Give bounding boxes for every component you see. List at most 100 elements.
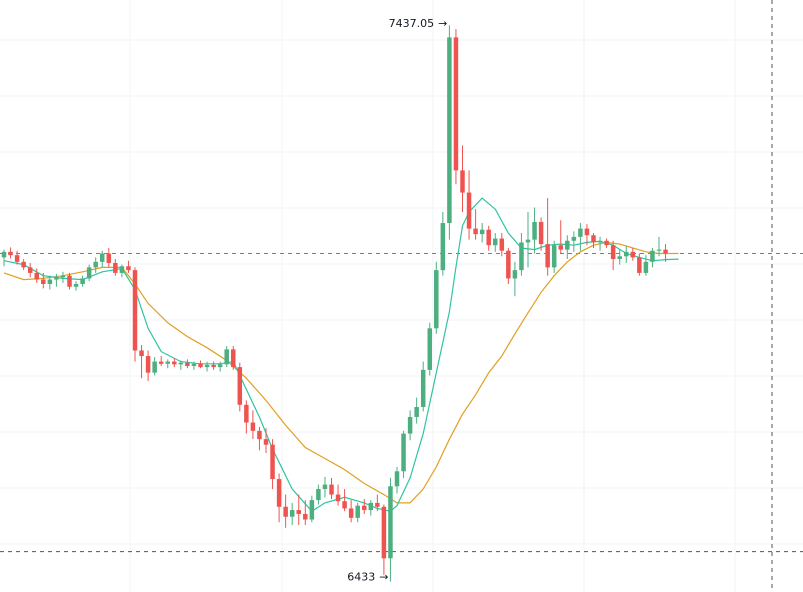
high-price-label: 7437.05 →	[389, 17, 448, 30]
candle	[486, 225, 491, 251]
candle-body	[532, 221, 537, 240]
candle-body	[558, 245, 563, 250]
candle-body	[100, 253, 105, 262]
candle-body	[571, 236, 577, 241]
candle	[479, 223, 485, 243]
candle-body	[525, 239, 531, 243]
candle-body	[47, 279, 53, 284]
candle-body	[519, 242, 524, 271]
candle	[145, 350, 151, 381]
candle	[172, 358, 177, 368]
candle-body	[440, 223, 446, 271]
candle-body	[119, 266, 125, 273]
candle	[355, 502, 360, 523]
candle	[257, 426, 262, 451]
candle-body	[231, 349, 236, 368]
candle	[322, 476, 328, 498]
candle-body	[473, 228, 478, 235]
candle-body	[73, 283, 79, 287]
candle	[244, 400, 249, 434]
candle	[447, 25, 452, 240]
candle-body	[139, 350, 144, 357]
candle-body	[211, 364, 216, 368]
candle	[224, 346, 229, 368]
candle-body	[198, 363, 203, 368]
candle	[139, 344, 144, 379]
candle-body	[54, 277, 59, 280]
candle-body	[329, 484, 334, 495]
candle-body	[8, 251, 13, 256]
candle-body	[499, 238, 505, 251]
candle	[303, 500, 308, 526]
candle-body	[113, 262, 118, 273]
candle-body	[237, 367, 243, 405]
candle-body	[630, 251, 636, 258]
candle	[73, 281, 79, 291]
candle	[54, 274, 59, 287]
candle	[420, 361, 426, 412]
candle	[191, 361, 197, 370]
candle-body	[434, 270, 439, 329]
ma-fast-layer	[3, 197, 679, 512]
candle-body	[178, 362, 184, 365]
candle-body	[368, 502, 374, 511]
candle-body	[27, 267, 33, 273]
candle-body	[34, 272, 39, 280]
candle-body	[591, 235, 596, 243]
candle-body	[250, 422, 256, 431]
low-price-label: 6433 →	[347, 571, 388, 584]
price-annotations: 7437.05 → 6433 →	[347, 17, 447, 583]
candle	[100, 250, 105, 268]
candle-body	[624, 251, 629, 257]
candle-body	[309, 500, 315, 520]
candle	[656, 236, 662, 257]
candle-body	[41, 279, 46, 284]
candle-body	[276, 479, 282, 507]
candle-body	[637, 257, 642, 273]
candle	[270, 439, 275, 490]
candle	[362, 498, 367, 514]
candle	[499, 233, 505, 257]
candle-body	[650, 250, 655, 262]
candle-body	[604, 240, 609, 246]
candle-body	[663, 249, 668, 254]
candle	[394, 466, 400, 494]
candle-body	[217, 364, 223, 368]
candle	[473, 209, 478, 240]
candle	[342, 489, 347, 512]
candle-body	[296, 510, 301, 514]
candle	[152, 357, 157, 376]
candle-body	[158, 361, 164, 364]
candle	[217, 361, 223, 372]
candle-body	[316, 489, 321, 501]
candle-body	[263, 439, 269, 445]
candle-body	[578, 228, 583, 237]
candle	[119, 264, 125, 278]
candle	[335, 484, 341, 506]
candle	[86, 264, 92, 282]
candle-body	[60, 275, 66, 278]
candle	[316, 484, 321, 505]
candle-body	[185, 362, 190, 367]
candle-body	[388, 486, 393, 559]
candle	[538, 217, 544, 251]
candle-body	[14, 255, 20, 262]
candle-body	[355, 505, 360, 518]
candle	[21, 259, 26, 271]
candle	[113, 259, 118, 276]
candle	[453, 29, 459, 185]
candle	[663, 244, 668, 262]
candle	[434, 261, 439, 334]
ma-fast-line	[3, 197, 679, 512]
candle-body	[584, 228, 590, 236]
candle-body	[257, 430, 262, 440]
candle	[571, 231, 577, 252]
candle-body	[617, 256, 622, 260]
candle	[375, 494, 380, 512]
candle	[597, 236, 603, 251]
candle	[525, 211, 531, 268]
candle	[41, 272, 46, 289]
candle	[80, 275, 85, 287]
candle-body	[414, 407, 419, 417]
